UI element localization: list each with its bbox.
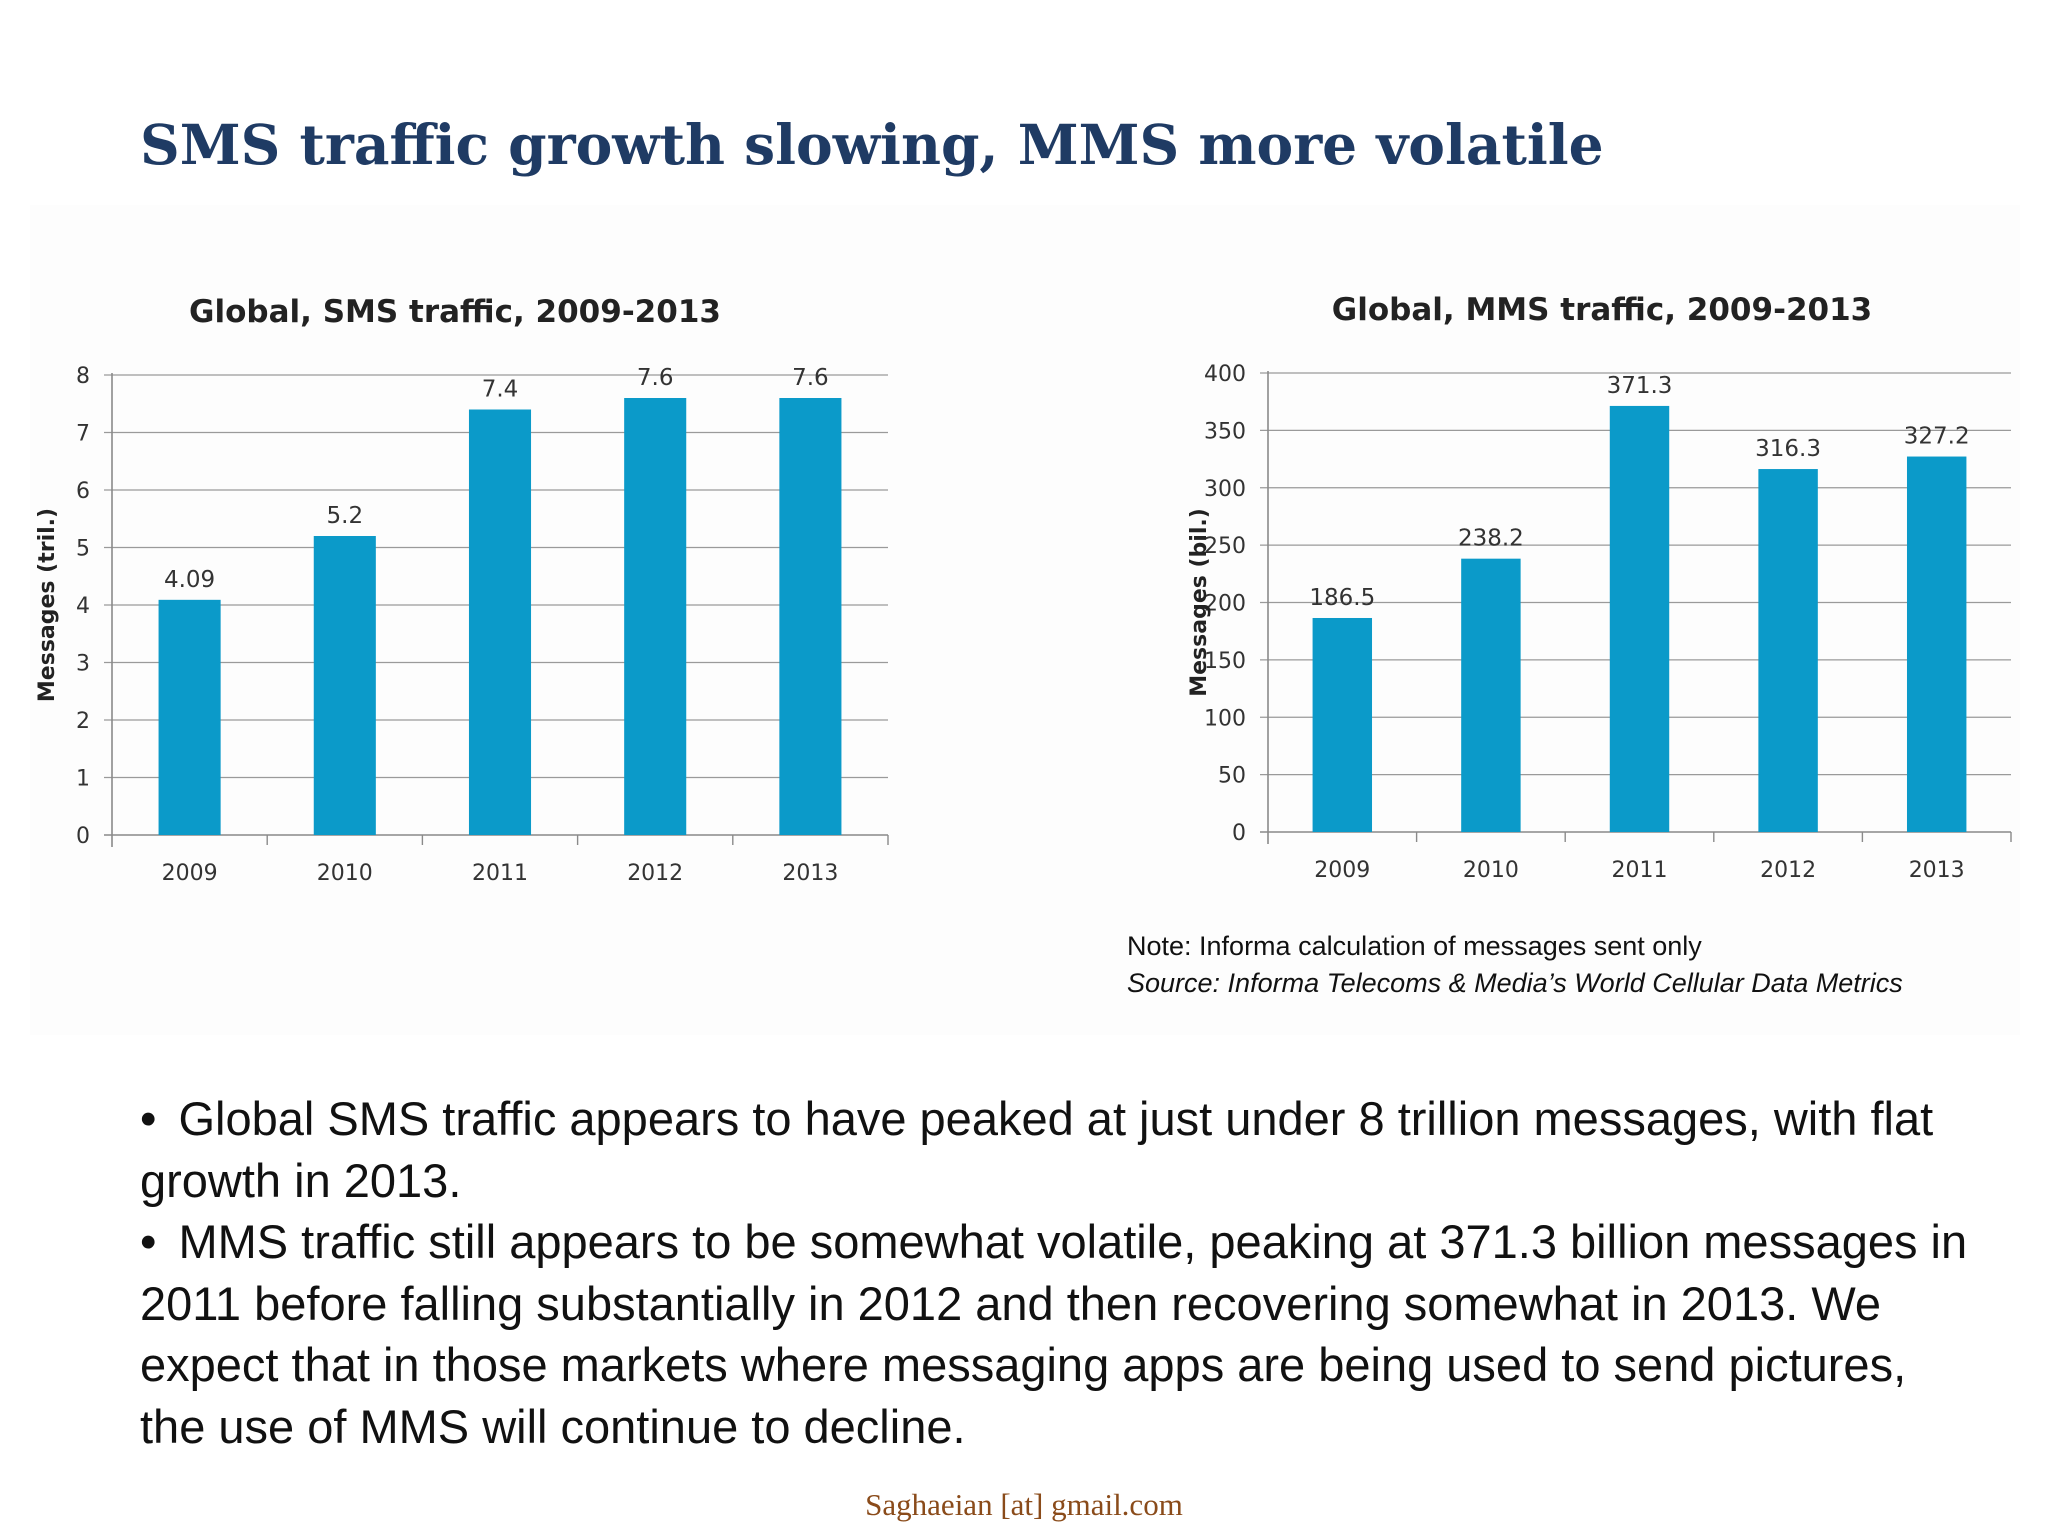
data-label: 371.3	[1607, 373, 1673, 399]
chart-source: Source: Informa Telecoms & Media’s World…	[1127, 968, 1903, 998]
bar-2012	[624, 398, 687, 835]
y-axis-label: Messages (tril.)	[35, 508, 60, 702]
chart-panel: Global, SMS traffic, 2009-2013 0 1 2 3 4 5 6 7 8 4…	[30, 205, 2020, 1035]
data-label: 186.5	[1309, 585, 1375, 611]
y-tick-label: 250	[1204, 534, 1246, 559]
sms-traffic-chart: Global, SMS traffic, 2009-2013 0 1 2 3 4 5 6 7 8 4…	[35, 294, 889, 886]
bar-2009	[1312, 617, 1373, 832]
bar-2012	[1758, 469, 1818, 832]
bar-2010	[313, 536, 376, 835]
y-axis-label: Messages (bil.)	[1187, 508, 1212, 697]
y-tick-label: 50	[1218, 764, 1246, 789]
y-tick-label: 0	[76, 824, 90, 849]
bullet-marker: •	[140, 1215, 157, 1268]
data-label: 7.4	[482, 377, 519, 403]
y-tick-label: 100	[1204, 706, 1246, 731]
bullet-item: • MMS traffic still appears to be somewha…	[140, 1211, 1970, 1457]
x-tick-label: 2012	[1760, 858, 1816, 883]
bullet-text: MMS traffic still appears to be somewhat…	[140, 1215, 1968, 1453]
mms-traffic-chart: Global, MMS traffic, 2009-2013 0 50 100 150 2…	[1187, 292, 2012, 883]
y-tick-label: 300	[1204, 477, 1246, 502]
y-tick-label: 6	[76, 479, 90, 504]
bar-2010	[1461, 558, 1521, 832]
y-tick-label: 5	[76, 537, 90, 562]
x-tick-label: 2011	[1612, 858, 1668, 883]
data-label: 7.6	[637, 365, 674, 391]
bullet-list: • Global SMS traffic appears to have peak…	[140, 1088, 1970, 1457]
x-tick-label: 2011	[472, 861, 528, 886]
y-tick-label: 8	[76, 364, 90, 389]
y-tick-label: 350	[1204, 419, 1246, 444]
y-tick-label: 4	[76, 594, 90, 619]
data-label: 327.2	[1904, 424, 1970, 450]
chart-title: Global, MMS traffic, 2009-2013	[1332, 292, 1872, 328]
x-tick-label: 2013	[1909, 858, 1965, 883]
bar-2011	[468, 409, 532, 835]
x-tick-label: 2013	[782, 861, 838, 886]
data-label: 316.3	[1755, 436, 1821, 462]
data-label: 7.6	[792, 365, 829, 391]
bar-2013	[779, 398, 842, 835]
slide-title: SMS traffic growth slowing, MMS more vol…	[140, 112, 1604, 177]
footer-contact: Saghaeian [at] gmail.com	[865, 1487, 1183, 1522]
data-label: 5.2	[327, 503, 364, 529]
bar-2011	[1609, 405, 1670, 832]
x-tick-label: 2010	[317, 861, 373, 886]
x-tick-label: 2009	[1314, 858, 1370, 883]
y-tick-label: 200	[1204, 592, 1246, 617]
y-tick-label: 0	[1232, 821, 1246, 846]
x-tick-label: 2009	[162, 861, 218, 886]
y-tick-label: 400	[1204, 362, 1246, 387]
x-tick-label: 2012	[627, 861, 683, 886]
bar-2009	[158, 599, 221, 835]
chart-note: Note: Informa calculation of messages se…	[1127, 931, 1702, 961]
data-label: 238.2	[1458, 526, 1524, 552]
y-tick-label: 150	[1204, 649, 1246, 674]
y-tick-label: 3	[76, 652, 90, 677]
y-tick-label: 2	[76, 709, 90, 734]
bullet-marker: •	[140, 1092, 157, 1145]
data-label: 4.09	[164, 567, 215, 593]
bullet-text: Global SMS traffic appears to have peake…	[140, 1092, 1934, 1207]
chart-title: Global, SMS traffic, 2009-2013	[189, 294, 721, 330]
bullet-item: • Global SMS traffic appears to have peak…	[140, 1088, 1970, 1211]
y-tick-label: 1	[76, 767, 90, 792]
x-tick-label: 2010	[1463, 858, 1519, 883]
y-tick-label: 7	[76, 422, 90, 447]
chart-source-notes: Note: Informa calculation of messages se…	[1127, 928, 1903, 1002]
bar-2013	[1906, 456, 1967, 832]
